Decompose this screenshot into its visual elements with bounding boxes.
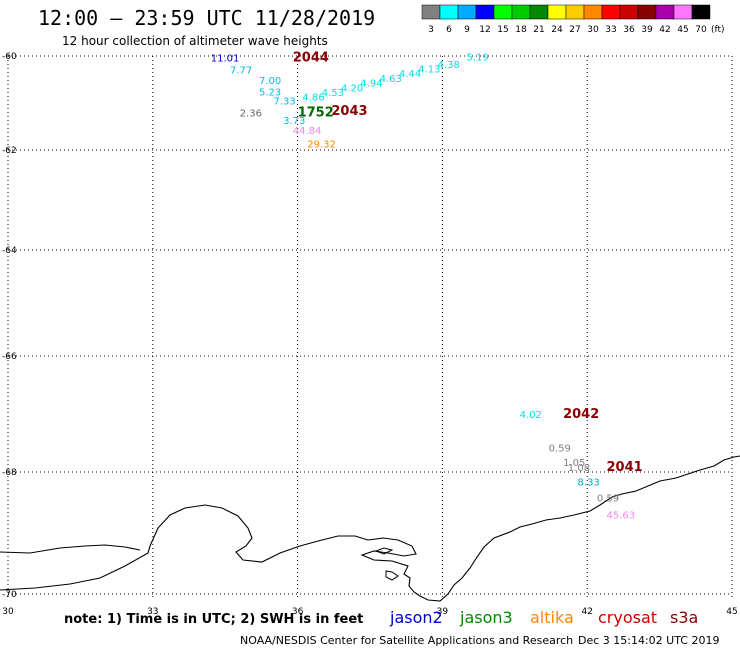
swh-value-label: 29.32: [307, 140, 336, 151]
ice-shelf-inlet: [374, 547, 394, 555]
legend-tick-label: 36: [623, 25, 635, 35]
satellite-label-jason2: jason2: [390, 608, 443, 627]
lon-tick-label: 30: [2, 607, 14, 617]
swh-value-label: 7.77: [230, 65, 252, 76]
antarctic-coastline: [0, 455, 740, 602]
swh-value-label: 4.44: [399, 69, 421, 80]
wave-height-legend: 3 6 9 12 15 18 21 24 27 30 33 36 39 42 45 70 (ft): [0, 0, 740, 40]
legend-tick-label: 42: [659, 25, 670, 35]
swh-value-label: 1.08: [568, 463, 590, 474]
legend-tick-label: 30: [587, 25, 599, 35]
pass-time-label: 1752: [298, 106, 334, 121]
swh-value-label: 4.53: [322, 88, 344, 99]
lat-tick-label: -64: [2, 246, 17, 256]
swh-value-label: 45.63: [607, 510, 636, 521]
legend-unit-label: (ft): [711, 25, 725, 35]
graticule-grid: [7, 55, 733, 600]
satellite-label-cryosat: cryosat: [598, 608, 658, 627]
swh-value-label: 7.33: [273, 96, 295, 107]
legend-color-bar: 3 6 9 12 15 18 21 24 27 30 33 36 39 42 45 70 (ft): [421, 4, 725, 35]
swh-value-label: 1.05: [563, 458, 585, 469]
legend-tick-label: 15: [497, 25, 508, 35]
credit-line: NOAA/NESDIS Center for Satellite Applica…: [240, 634, 574, 647]
swh-value-label: 3.73: [283, 116, 305, 127]
pass-time-label: 2041: [607, 460, 643, 475]
lon-tick-label: 33: [147, 607, 158, 617]
swh-value-label: 4.86: [302, 93, 324, 104]
swh-value-label: 2.36: [240, 109, 262, 120]
satellite-label-altika: altika: [530, 608, 574, 627]
swh-value-label: 5.23: [259, 87, 281, 98]
legend-tick-label: 33: [605, 25, 616, 35]
legend-tick-label: 6: [446, 25, 452, 35]
lat-tick-label: -60: [2, 52, 17, 62]
swh-value-label: 8.33: [578, 477, 600, 488]
lat-tick-label: -66: [2, 352, 17, 362]
swh-value-label: 44.84: [293, 126, 322, 137]
swh-value-label: 11.01: [211, 54, 240, 65]
legend-tick-label: 39: [641, 25, 653, 35]
lon-tick-label: 36: [292, 607, 304, 617]
pass-time-label: 2044: [293, 51, 329, 66]
legend-tick-label: 18: [515, 25, 527, 35]
lat-tick-label: -62: [2, 146, 17, 156]
swh-value-label: 0.59: [597, 493, 619, 504]
coastline-west-hook: [0, 544, 141, 554]
legend-tick-label: 70: [695, 25, 707, 35]
swh-value-label: 4.13: [418, 64, 440, 75]
swh-value-label: 4.02: [520, 410, 542, 421]
footer-note: note: 1) Time is in UTC; 2) SWH is in fe…: [64, 612, 364, 627]
legend-tick-label: 3: [428, 25, 434, 35]
legend-tick-label: 45: [677, 25, 688, 35]
legend-tick-label: 21: [533, 25, 544, 35]
generated-date: Dec 3 15:14:02 UTC 2019: [578, 634, 720, 647]
swh-value-label: 5.19: [467, 53, 489, 64]
swh-value-label: 4.94: [360, 79, 382, 90]
legend-tick-label: 9: [464, 25, 470, 35]
swh-value-label: 7.00: [259, 76, 281, 87]
map-subtitle: 12 hour collection of altimeter wave hei…: [62, 34, 328, 48]
swh-value-label: 4.38: [438, 60, 460, 71]
axis-ticks: 30 33 36 39 42 45 -60 -62 -64 -66 -68 -70: [2, 52, 738, 617]
satellite-label-s3a: s3a: [670, 608, 699, 627]
ice-shelf-island: [385, 570, 399, 581]
pass-time-label: 2043: [331, 104, 367, 119]
lon-tick-label: 39: [437, 607, 449, 617]
satellite-label-jason3: jason3: [460, 608, 513, 627]
legend-tick-label: 27: [569, 25, 580, 35]
lon-tick-label: 45: [726, 607, 737, 617]
lat-tick-label: -70: [2, 590, 17, 600]
swh-value-label: 4.20: [341, 83, 363, 94]
lon-tick-label: 42: [581, 607, 592, 617]
legend-tick-label: 24: [551, 25, 563, 35]
map-title: 12:00 – 23:59 UTC 11/28/2019: [38, 6, 376, 30]
lat-tick-label: -68: [2, 468, 17, 478]
pass-time-label: 2042: [563, 407, 599, 422]
legend-swatch: [691, 4, 711, 20]
swh-value-label: 4.63: [380, 74, 402, 85]
legend-tick-label: 12: [479, 25, 490, 35]
swh-value-label: 0.59: [549, 444, 571, 455]
